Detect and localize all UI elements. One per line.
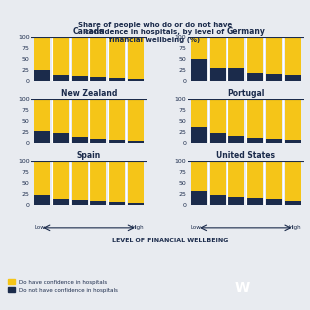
Bar [53, 199, 69, 205]
Bar [72, 99, 88, 137]
Bar [228, 68, 244, 81]
Bar [109, 99, 125, 140]
Bar [53, 161, 69, 199]
Bar [128, 161, 144, 203]
Bar [53, 133, 69, 143]
Bar [109, 37, 125, 78]
Bar [91, 201, 106, 205]
Text: Share of people who do or do not have
confidence in hospitals, by level of
finan: Share of people who do or do not have co… [78, 22, 232, 43]
Text: High: High [288, 225, 301, 230]
Title: Spain: Spain [77, 151, 101, 160]
Bar [285, 140, 300, 143]
Bar [266, 139, 282, 143]
Bar [91, 77, 106, 81]
Bar [53, 99, 69, 133]
Bar [191, 191, 207, 205]
Bar [191, 127, 207, 143]
Bar [109, 202, 125, 205]
Bar [128, 99, 144, 141]
Text: Low: Low [34, 225, 45, 230]
Bar [191, 59, 207, 81]
Bar [285, 37, 300, 75]
Bar [128, 37, 144, 79]
Bar [266, 199, 282, 205]
Bar [72, 137, 88, 143]
Bar [91, 37, 106, 77]
Bar [72, 76, 88, 81]
Legend: Do have confidence in hospitals, Do not have confidence in hospitals: Do have confidence in hospitals, Do not … [6, 277, 120, 295]
Bar [34, 37, 50, 70]
Title: Portugal: Portugal [227, 89, 264, 98]
Bar [53, 75, 69, 81]
Bar [228, 37, 244, 68]
Bar [109, 78, 125, 81]
Bar [247, 198, 263, 205]
Bar [266, 99, 282, 139]
Text: Low: Low [191, 225, 202, 230]
Text: High: High [131, 225, 144, 230]
Text: LEVEL OF FINANCIAL WELLBEING: LEVEL OF FINANCIAL WELLBEING [112, 238, 229, 243]
Bar [247, 99, 263, 139]
Bar [34, 161, 50, 195]
Bar [72, 200, 88, 205]
Bar [228, 136, 244, 143]
Bar [210, 99, 226, 133]
Title: United States: United States [216, 151, 275, 160]
Bar [191, 161, 207, 191]
Bar [72, 37, 88, 76]
Bar [53, 37, 69, 75]
Text: W: W [234, 281, 250, 295]
Bar [228, 161, 244, 197]
Bar [109, 161, 125, 202]
Bar [72, 161, 88, 200]
Bar [247, 139, 263, 143]
Bar [91, 99, 106, 139]
Title: Canada: Canada [73, 27, 105, 36]
Bar [128, 141, 144, 143]
Bar [210, 133, 226, 143]
Title: New Zealand: New Zealand [61, 89, 117, 98]
Bar [210, 195, 226, 205]
Bar [109, 140, 125, 143]
Bar [266, 161, 282, 199]
Bar [34, 70, 50, 81]
Bar [266, 37, 282, 74]
Bar [247, 73, 263, 81]
Title: Germany: Germany [226, 27, 265, 36]
Bar [128, 203, 144, 205]
Bar [210, 37, 226, 68]
Bar [285, 99, 300, 140]
Bar [128, 79, 144, 81]
Bar [247, 161, 263, 198]
Bar [228, 197, 244, 205]
Bar [228, 99, 244, 136]
Bar [34, 99, 50, 131]
Bar [91, 161, 106, 201]
Bar [247, 37, 263, 73]
Bar [191, 99, 207, 127]
Bar [285, 201, 300, 205]
Bar [91, 139, 106, 143]
Bar [34, 131, 50, 143]
Bar [191, 37, 207, 59]
Bar [285, 75, 300, 81]
Bar [266, 74, 282, 81]
Bar [210, 68, 226, 81]
Bar [210, 161, 226, 195]
Bar [285, 161, 300, 201]
Bar [34, 195, 50, 205]
